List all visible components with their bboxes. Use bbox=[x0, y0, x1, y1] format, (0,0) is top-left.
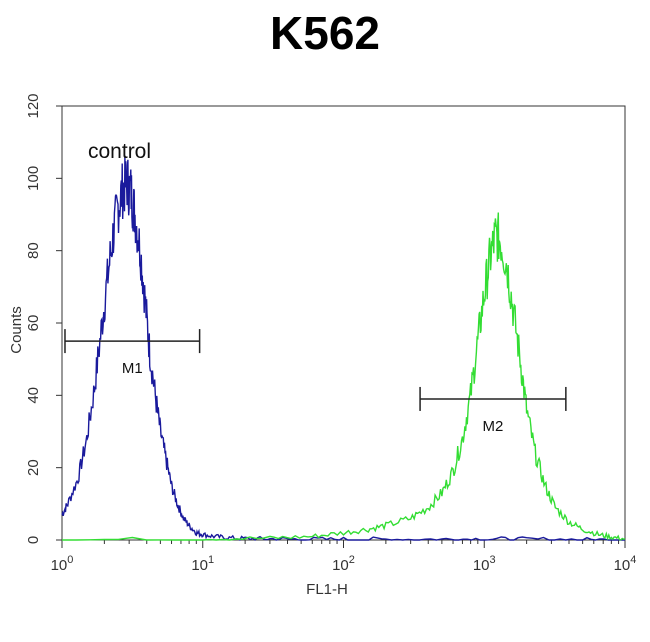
marker-label-m1: M1 bbox=[122, 360, 143, 377]
y-tick-label: 0 bbox=[25, 536, 42, 544]
y-tick-label: 20 bbox=[25, 459, 42, 476]
control-annotation: control bbox=[88, 140, 151, 163]
x-axis-title: FL1-H bbox=[306, 581, 348, 598]
x-tick-label: 103 bbox=[473, 554, 496, 574]
series-line-1 bbox=[62, 212, 626, 541]
y-tick-label: 100 bbox=[25, 166, 42, 191]
x-axis: 100 101 102 103 104 bbox=[51, 540, 637, 574]
x-tick-label: 100 bbox=[51, 554, 74, 574]
y-tick-label: 120 bbox=[25, 93, 42, 118]
series-group bbox=[61, 155, 626, 541]
marker-group: M1 M2 bbox=[64, 329, 567, 435]
y-axis: 0 20 40 60 80 100 120 bbox=[25, 93, 62, 544]
y-tick-label: 60 bbox=[25, 315, 42, 332]
x-tick-label: 104 bbox=[614, 554, 637, 574]
y-tick-label: 40 bbox=[25, 387, 42, 404]
x-tick-label: 102 bbox=[332, 554, 355, 574]
y-tick-label: 80 bbox=[25, 242, 42, 259]
chart-title: K562 bbox=[270, 7, 380, 59]
series-line-0 bbox=[61, 155, 625, 541]
y-axis-title: Counts bbox=[8, 306, 25, 354]
x-tick-label: 101 bbox=[191, 554, 214, 574]
marker-label-m2: M2 bbox=[483, 418, 504, 435]
